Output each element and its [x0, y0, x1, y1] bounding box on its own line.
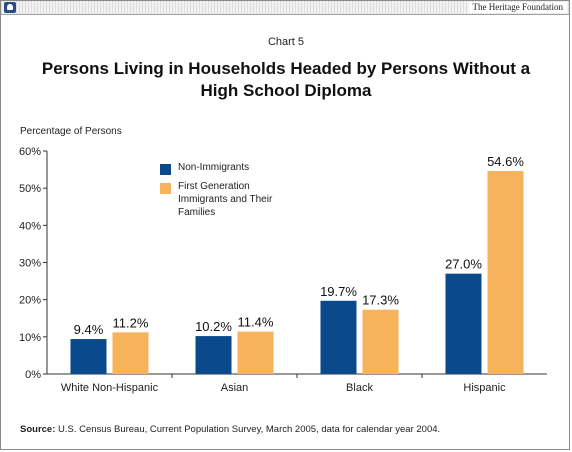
- data-label: 19.7%: [320, 284, 357, 299]
- bar: [362, 309, 399, 374]
- data-label: 11.4%: [238, 315, 274, 330]
- y-tick-label: 50%: [19, 183, 41, 195]
- chart-number: Chart 5: [267, 36, 305, 48]
- bar: [195, 336, 232, 374]
- bar: [112, 332, 149, 374]
- category-label: Asian: [221, 382, 249, 394]
- y-tick-label: 20%: [19, 295, 41, 307]
- legend-label: First Generation Immigrants and Their Fa…: [178, 181, 273, 218]
- y-tick-label: 0%: [25, 369, 41, 381]
- data-label: 54.6%: [487, 154, 524, 169]
- legend-swatch: [160, 164, 171, 175]
- y-tick-label: 30%: [19, 258, 41, 270]
- data-label: 17.3%: [362, 293, 399, 308]
- legend-swatch: [160, 183, 171, 194]
- source-note: Source: U.S. Census Bureau, Current Popu…: [20, 424, 440, 435]
- bar: [70, 339, 107, 374]
- source-prefix: Source:: [20, 424, 56, 435]
- category-label: Black: [346, 382, 373, 394]
- bar: [320, 300, 357, 374]
- legend-label: Non-Immigrants: [178, 162, 250, 173]
- bar: [487, 171, 524, 374]
- y-tick-label: 60%: [19, 146, 41, 158]
- header-band: The Heritage Foundation: [1, 1, 569, 15]
- chart-title: Persons Living in Households Headed by P…: [41, 59, 531, 100]
- brand-name: The Heritage Foundation: [468, 2, 567, 13]
- bar: [237, 331, 274, 374]
- liberty-bell-icon: [4, 2, 16, 13]
- y-tick-label: 10%: [19, 332, 41, 344]
- bar: [445, 273, 482, 374]
- y-tick-label: 40%: [19, 220, 41, 232]
- data-label: 11.2%: [113, 315, 149, 330]
- category-label: Hispanic: [463, 382, 506, 394]
- source-text: U.S. Census Bureau, Current Population S…: [58, 424, 441, 435]
- data-label: 9.4%: [74, 322, 104, 337]
- category-label: White Non-Hispanic: [61, 382, 159, 394]
- data-label: 27.0%: [445, 257, 482, 272]
- y-axis-label: Percentage of Persons: [20, 126, 122, 137]
- data-label: 10.2%: [195, 319, 232, 334]
